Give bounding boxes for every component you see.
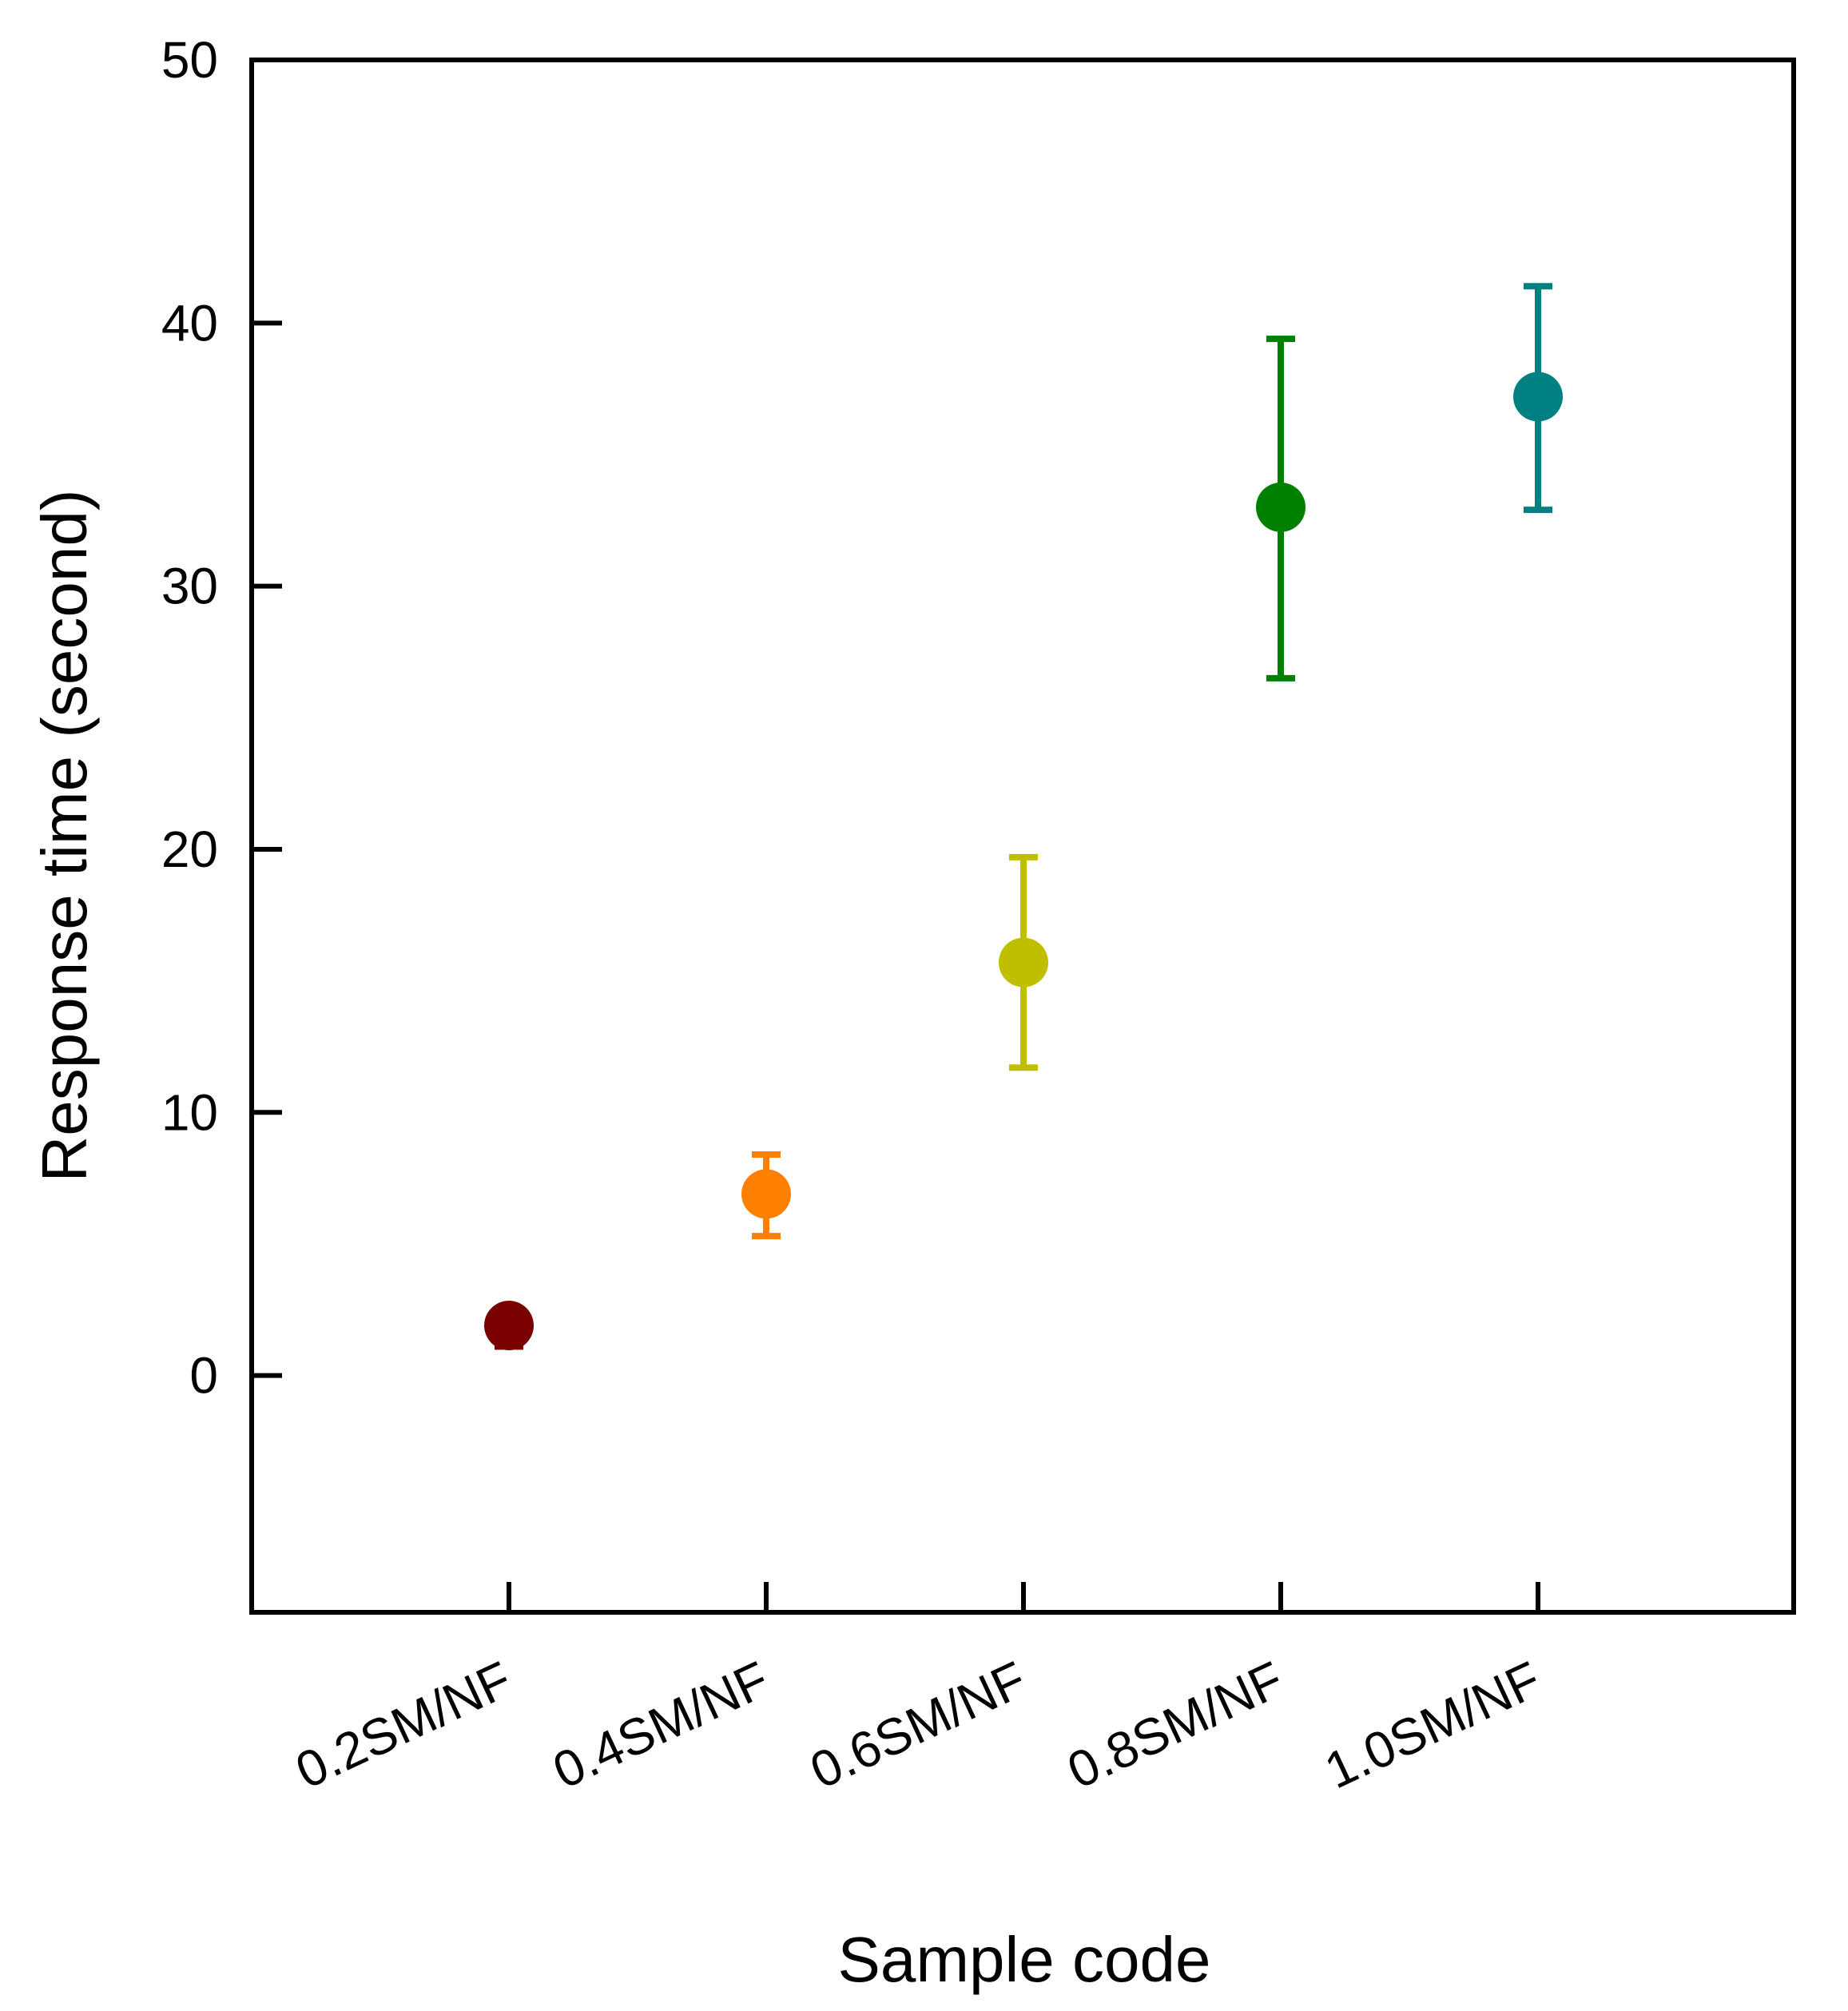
data-point: [484, 1301, 534, 1351]
data-point: [999, 937, 1048, 988]
data-points: [484, 283, 1563, 1351]
data-point: [741, 1169, 791, 1219]
data-point: [1513, 372, 1563, 422]
y-tick-label: 10: [161, 1083, 218, 1141]
y-axis-title: Response time (second): [29, 489, 100, 1182]
plot-frame: [249, 58, 1796, 1615]
y-tick-label: 20: [161, 821, 218, 878]
data-point: [1256, 482, 1306, 532]
y-tick-label: 40: [161, 294, 218, 352]
x-tick-label: 1.0SM/NF: [1316, 1650, 1549, 1799]
y-tick-label: 30: [161, 558, 218, 615]
x-tick-label: 0.4SM/NF: [544, 1650, 777, 1799]
y-axis: 0 10 20 30 40 50: [161, 31, 282, 1405]
y-tick-label: 0: [189, 1347, 218, 1405]
x-tick-label: 0.6SM/NF: [801, 1650, 1035, 1799]
x-axis-title: Sample code: [838, 1924, 1211, 1995]
x-tick-label: 0.2SM/NF: [287, 1650, 520, 1799]
x-tick-label: 0.8SM/NF: [1059, 1650, 1292, 1799]
y-tick-label: 50: [161, 31, 218, 89]
